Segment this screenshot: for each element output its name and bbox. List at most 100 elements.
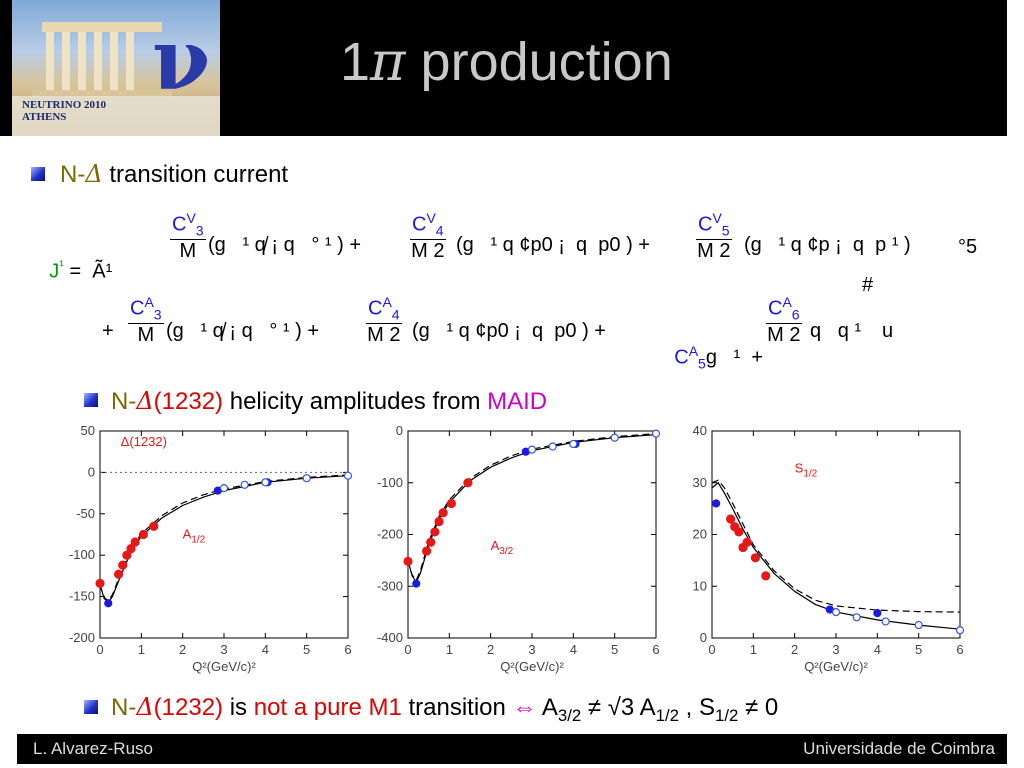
x-tick-label: 5 [303,642,310,657]
term-c5a: CA5g ¹ + [674,343,764,372]
data-point [955,626,965,635]
plot-frame [99,430,349,639]
x-tick-label: 3 [528,642,535,657]
data-point [412,579,421,588]
data-point [426,537,436,547]
annotation-delta: Δ(1232) [121,434,167,449]
data-point [149,521,159,531]
data-point [434,516,444,527]
parthenon-image [12,22,220,136]
fraction-c6a: CA6 M 2 [766,294,802,346]
y-tick-label: 0 [396,423,403,438]
plot-frame [711,430,961,639]
x-tick-label: 3 [832,642,839,657]
data-point [548,442,557,451]
data-point [421,546,432,556]
data-point [261,478,270,487]
y-tick-label: -200 [69,630,95,645]
data-point [446,498,457,509]
y-tick-label: -150 [69,589,95,604]
chart-s12: 0 1 2 3 4 5 6 0 10 20 30 40 S1/2 Q²(GeV/c)² [693,423,965,674]
y-tick-label: -100 [377,475,403,490]
model-curve [407,434,657,584]
y-tick-label: 20 [693,527,707,542]
logo-text: NEUTRINO 2010 ATHENS [22,99,107,123]
data-point [734,527,744,537]
y-tick-label: -200 [377,527,403,542]
x-axis-label: Q²(GeV/c)² [804,659,868,674]
nu-symbol: ν [152,10,211,109]
data-point [463,478,473,488]
data-point [138,529,149,540]
x-tick-label: 2 [487,642,494,657]
x-tick-label: 2 [179,642,186,657]
data-point [104,599,113,608]
data-point [122,550,132,560]
model-curve [407,433,657,582]
conference-logo: ν NEUTRINO 2010 ATHENS [12,0,220,136]
x-tick-label: 3 [220,642,227,657]
data-point [761,571,771,581]
data-point [610,433,619,442]
slide-title: 1π production [340,30,673,93]
data-point [438,508,448,518]
x-tick-label: 4 [874,642,881,657]
footer-author: L. Alvarez-Ruso [33,739,153,758]
y-tick-label: 30 [693,475,707,490]
data-point [403,556,413,567]
y-tick-label: 40 [693,423,707,438]
bullet-icon [84,700,98,714]
slide-header: ν NEUTRINO 2010 ATHENS 1π production [0,0,1007,136]
data-point [569,439,578,449]
data-point [712,499,721,508]
x-axis-label: Q²(GeV/c)² [500,659,564,674]
data-point [95,578,105,588]
data-point [118,560,128,570]
bullet-icon [31,167,45,181]
x-tick-label: 2 [791,642,798,657]
data-point [113,569,124,579]
data-point [126,543,136,554]
data-point [130,537,140,547]
model-curve [99,474,349,602]
bullet-not-pure-m1: N-Δ(1232) is not a pure M1 transition ⇔ … [111,693,779,725]
y-tick-label: -400 [377,630,403,645]
y-tick-label: 10 [693,578,707,593]
x-tick-label: 1 [750,642,757,657]
fraction-c3v: CV3 M [170,210,206,262]
fraction-c5v: CV5 M 2 [696,210,732,262]
data-point [527,445,537,454]
fraction-c4a: CA4 M 2 [366,294,402,346]
data-point [240,480,249,489]
x-tick-label: 6 [652,642,659,657]
chart-a12: 0 1 2 3 4 5 6 -200 -150 -100 -50 0 50 Δ(1232) A1/2 Q²(G… [69,423,353,674]
data-point [742,537,752,547]
x-tick-label: 1 [138,642,145,657]
bullet-icon [84,393,98,407]
bullet-transition-current: N-Δ transition current [60,160,289,188]
chart-a32: 0 1 2 3 4 5 6 -400 -300 -200 -100 0 A3/2 Q²(GeV/c)² [377,423,661,674]
model-curve [711,479,961,613]
model-curve [711,481,961,630]
footer-institution: Universidade de Coimbra [803,739,995,758]
x-tick-label: 0 [96,642,103,657]
slide-footer: L. Alvarez-Ruso Universidade de Coimbra [17,734,1007,764]
y-tick-label: 0 [88,464,95,479]
x-tick-label: 0 [708,642,715,657]
y-tick-label: -100 [69,547,95,562]
y-tick-label: 0 [700,630,707,645]
data-point [651,429,661,438]
data-point [831,608,841,617]
data-point [725,514,736,524]
series-label: A1/2 [183,527,206,546]
data-point [914,620,923,630]
data-point [343,471,353,480]
y-tick-label: -50 [76,506,95,521]
x-tick-label: 4 [570,642,577,657]
x-tick-label: 4 [262,642,269,657]
data-point [881,617,890,626]
data-point [750,553,761,563]
bullet-helicity-amplitudes: N-Δ(1232) helicity amplitudes from MAID [111,387,548,415]
data-point [430,527,440,537]
data-point [219,484,229,493]
